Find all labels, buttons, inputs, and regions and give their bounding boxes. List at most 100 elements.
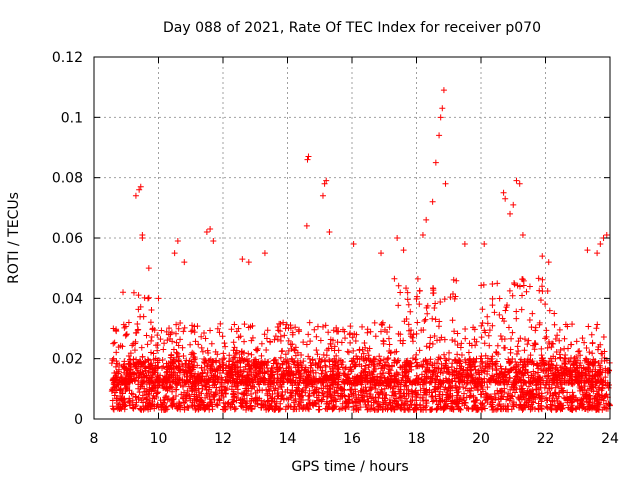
data-point bbox=[403, 386, 410, 393]
data-point bbox=[578, 369, 585, 376]
data-point bbox=[538, 352, 545, 359]
data-point bbox=[410, 331, 417, 338]
data-point bbox=[178, 391, 185, 398]
data-point bbox=[109, 386, 116, 393]
data-point bbox=[314, 323, 321, 330]
data-point bbox=[237, 368, 244, 375]
data-point bbox=[140, 378, 147, 385]
data-point bbox=[505, 356, 512, 363]
data-point bbox=[542, 335, 549, 342]
data-point bbox=[271, 336, 278, 343]
data-point bbox=[175, 399, 182, 406]
data-point bbox=[187, 341, 194, 348]
data-point bbox=[353, 331, 360, 338]
data-point bbox=[576, 348, 583, 355]
data-point bbox=[531, 340, 538, 347]
data-point bbox=[560, 369, 567, 376]
data-point bbox=[174, 405, 181, 412]
data-point bbox=[192, 377, 199, 384]
data-point bbox=[232, 350, 239, 357]
data-point bbox=[148, 385, 155, 392]
data-point bbox=[144, 341, 151, 348]
data-point bbox=[570, 358, 577, 365]
data-point bbox=[249, 377, 256, 384]
data-point bbox=[317, 337, 324, 344]
data-point bbox=[300, 339, 307, 346]
data-point bbox=[199, 385, 206, 392]
data-point bbox=[288, 345, 295, 352]
data-point bbox=[339, 400, 346, 407]
data-point bbox=[254, 394, 261, 401]
data-point bbox=[486, 378, 493, 385]
data-point bbox=[330, 376, 337, 383]
data-point bbox=[427, 356, 434, 363]
data-point bbox=[501, 336, 508, 343]
data-point bbox=[379, 395, 386, 402]
data-point bbox=[580, 395, 587, 402]
data-point bbox=[400, 247, 407, 254]
data-point bbox=[279, 360, 286, 367]
data-point bbox=[283, 395, 290, 402]
data-point bbox=[377, 357, 384, 364]
data-point bbox=[418, 406, 425, 413]
data-point bbox=[248, 398, 255, 405]
data-point bbox=[378, 386, 385, 393]
data-point bbox=[397, 289, 404, 296]
data-point bbox=[244, 372, 251, 379]
data-point bbox=[362, 355, 369, 362]
data-point bbox=[603, 231, 610, 238]
data-point bbox=[131, 377, 138, 384]
data-point bbox=[412, 389, 419, 396]
data-point bbox=[439, 370, 446, 377]
data-point bbox=[456, 362, 463, 369]
data-point bbox=[593, 325, 600, 332]
data-point bbox=[548, 361, 555, 368]
data-point bbox=[506, 287, 513, 294]
data-point bbox=[562, 321, 569, 328]
data-point bbox=[447, 387, 454, 394]
data-point bbox=[148, 360, 155, 367]
data-point bbox=[599, 350, 606, 357]
data-point bbox=[594, 346, 601, 353]
data-point bbox=[263, 335, 270, 342]
data-point bbox=[540, 361, 547, 368]
data-point bbox=[494, 280, 501, 287]
data-point bbox=[139, 235, 146, 241]
data-point bbox=[567, 371, 574, 378]
data-point bbox=[517, 392, 524, 399]
data-point bbox=[593, 388, 600, 395]
data-point bbox=[470, 324, 477, 331]
data-point bbox=[519, 385, 526, 392]
data-point bbox=[565, 404, 572, 411]
data-point bbox=[371, 379, 378, 386]
data-point bbox=[387, 402, 394, 409]
data-point bbox=[453, 368, 460, 375]
data-point bbox=[582, 372, 589, 379]
data-point bbox=[253, 346, 260, 353]
data-point bbox=[521, 401, 528, 408]
data-point bbox=[433, 406, 440, 413]
data-point bbox=[486, 342, 493, 349]
data-point bbox=[201, 330, 208, 337]
data-point bbox=[553, 362, 560, 369]
data-point bbox=[403, 315, 410, 322]
data-point bbox=[551, 321, 558, 328]
data-point bbox=[503, 378, 510, 385]
data-point bbox=[205, 349, 212, 356]
data-point bbox=[359, 323, 366, 330]
data-point bbox=[589, 339, 596, 346]
data-point bbox=[557, 347, 564, 354]
data-point bbox=[329, 372, 336, 379]
data-point bbox=[269, 394, 276, 401]
data-point bbox=[184, 403, 191, 410]
data-point bbox=[546, 307, 553, 314]
data-point bbox=[544, 389, 551, 396]
data-point bbox=[530, 374, 537, 381]
data-point bbox=[120, 363, 127, 370]
data-point bbox=[348, 368, 355, 375]
data-point bbox=[231, 379, 238, 386]
data-point bbox=[416, 347, 423, 354]
data-point bbox=[313, 333, 320, 340]
data-point bbox=[136, 361, 143, 368]
data-point bbox=[439, 397, 446, 404]
